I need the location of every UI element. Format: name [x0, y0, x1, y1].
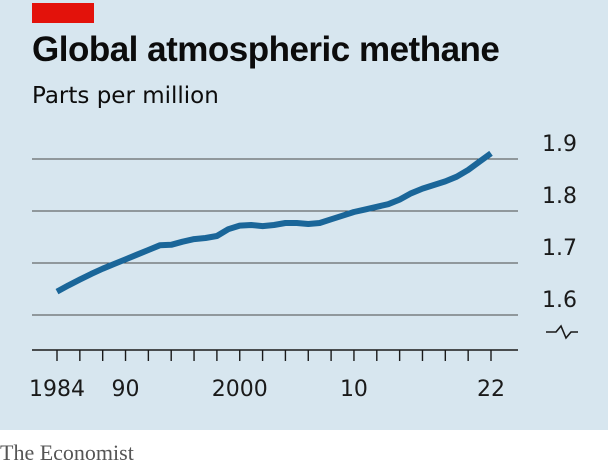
brand-tag	[32, 3, 94, 23]
chart-subtitle: Parts per million	[32, 83, 219, 109]
y-tick-label: 1.8	[542, 184, 577, 209]
chart-title: Global atmospheric methane	[32, 30, 500, 69]
x-axis: 1984 90 2000 10 22	[29, 349, 518, 402]
x-tick-label: 22	[477, 377, 505, 402]
y-tick-label: 1.9	[542, 132, 577, 157]
x-tick-label: 90	[112, 377, 140, 402]
axis-break-icon	[546, 324, 578, 340]
chart-card: Global atmospheric methane Parts per mil…	[0, 0, 608, 430]
data-series	[55, 150, 493, 295]
source-label: The Economist	[0, 440, 134, 465]
line-chart: 1984 90 2000 10 22 1.6 1.7 1.8 1.9	[29, 132, 578, 402]
x-tick-label: 2000	[212, 377, 268, 402]
y-tick-label: 1.7	[542, 236, 577, 261]
x-tick-label: 10	[340, 377, 368, 402]
x-tick-label: 1984	[29, 377, 85, 402]
y-tick-label: 1.6	[542, 288, 577, 313]
y-axis: 1.6 1.7 1.8 1.9	[542, 132, 578, 340]
methane-series-line	[55, 150, 493, 295]
